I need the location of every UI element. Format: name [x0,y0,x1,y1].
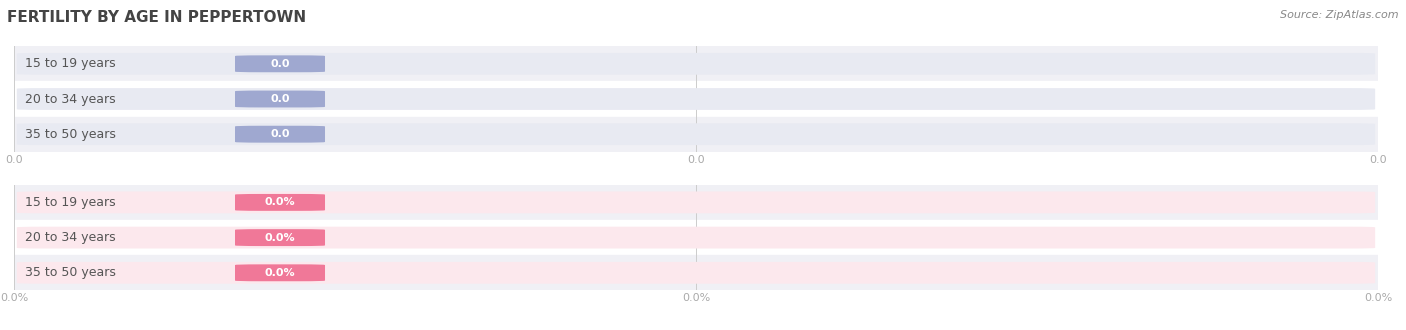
Bar [14,46,1378,82]
Text: 0.0: 0.0 [270,59,290,69]
Text: 0.0: 0.0 [270,94,290,104]
Bar [14,255,1378,290]
FancyBboxPatch shape [235,126,325,143]
Text: 15 to 19 years: 15 to 19 years [25,196,115,209]
Text: 0.0: 0.0 [270,129,290,139]
FancyBboxPatch shape [235,229,325,246]
FancyBboxPatch shape [17,53,1375,75]
Text: 35 to 50 years: 35 to 50 years [25,266,115,279]
FancyBboxPatch shape [235,55,325,72]
Text: 0.0%: 0.0% [264,233,295,243]
Text: 35 to 50 years: 35 to 50 years [25,128,115,141]
FancyBboxPatch shape [17,262,1375,284]
FancyBboxPatch shape [235,90,325,108]
Text: 20 to 34 years: 20 to 34 years [25,92,115,106]
Bar [14,185,1378,220]
Bar [14,116,1378,152]
Bar [14,82,1378,116]
Text: 15 to 19 years: 15 to 19 years [25,57,115,70]
Text: 0.0%: 0.0% [264,197,295,207]
Bar [14,220,1378,255]
FancyBboxPatch shape [235,264,325,281]
Text: Source: ZipAtlas.com: Source: ZipAtlas.com [1281,10,1399,20]
FancyBboxPatch shape [235,194,325,211]
FancyBboxPatch shape [17,123,1375,145]
Text: 0.0%: 0.0% [264,268,295,278]
Text: 20 to 34 years: 20 to 34 years [25,231,115,244]
FancyBboxPatch shape [17,191,1375,213]
FancyBboxPatch shape [17,227,1375,248]
Text: FERTILITY BY AGE IN PEPPERTOWN: FERTILITY BY AGE IN PEPPERTOWN [7,10,307,25]
FancyBboxPatch shape [17,88,1375,110]
